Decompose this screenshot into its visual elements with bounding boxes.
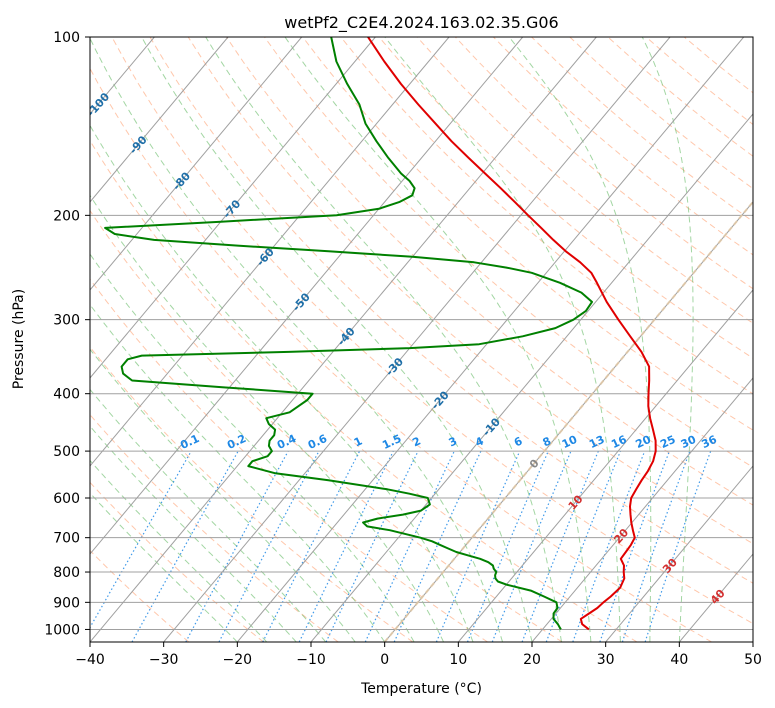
dry-adiabat-line <box>90 549 190 642</box>
mixing-ratio-label: 16 <box>609 433 629 451</box>
x-tick-label: −30 <box>149 652 179 668</box>
isotherm-line <box>236 37 745 642</box>
x-tick-label: 40 <box>670 652 688 668</box>
mixing-ratio-label: 25 <box>658 433 677 451</box>
y-tick-label: 900 <box>53 595 80 611</box>
x-tick-label: 10 <box>449 652 467 668</box>
dry-adiabat-line <box>149 37 753 584</box>
moist-adiabat-line <box>90 388 327 642</box>
dewpoint-profile-line <box>104 37 593 630</box>
moist-adiabat-line <box>641 37 694 642</box>
mixing-ratio-line <box>521 450 599 642</box>
x-axis-label: Temperature (°C) <box>360 681 482 697</box>
moist-adiabat-line <box>508 37 652 642</box>
y-tick-label: 100 <box>53 30 80 46</box>
dry-adiabat-line <box>90 139 638 642</box>
mixing-ratio-line <box>298 450 394 642</box>
mixing-ratio-label: 10 <box>560 433 580 451</box>
mixing-ratio-label: 20 <box>634 433 654 451</box>
mixing-ratio-line <box>185 450 289 642</box>
moist-adiabat-line <box>284 37 592 642</box>
x-tick-label: 50 <box>744 652 762 668</box>
y-tick-label: 200 <box>53 208 80 224</box>
isotherm-line <box>90 37 376 379</box>
isotherm-line <box>90 37 303 291</box>
mixing-ratio-line <box>599 450 670 642</box>
dry-adiabat-line <box>90 278 488 642</box>
moist-adiabat-line <box>384 37 621 642</box>
x-tick-label: 0 <box>380 652 389 668</box>
x-tick-label: −10 <box>296 652 326 668</box>
isotherm-line <box>163 37 671 642</box>
isotherm-line <box>90 37 229 203</box>
isotherm-line <box>531 377 753 642</box>
moist-adiabat-line <box>90 303 386 642</box>
isotherm-line <box>457 289 753 642</box>
isotherm-line <box>90 37 524 555</box>
dry-adiabat-line <box>90 346 414 642</box>
moist-adiabat-line <box>90 348 356 642</box>
zero-isotherm-line <box>383 200 753 642</box>
profile-lines <box>104 37 657 631</box>
mixing-ratio-line <box>262 450 361 642</box>
x-tick-label: 20 <box>523 652 541 668</box>
plot-background <box>90 37 753 642</box>
y-tick-label: 500 <box>53 444 80 460</box>
x-tick-label: −20 <box>223 652 253 668</box>
temperature-profile-line <box>367 37 657 631</box>
x-tick-label: 30 <box>597 652 615 668</box>
y-tick-label: 800 <box>53 565 80 581</box>
y-tick-label: 1000 <box>44 622 80 638</box>
mixing-ratio-label: 30 <box>679 433 699 451</box>
mixing-ratio-line <box>545 450 622 642</box>
isotherm-line <box>605 465 753 642</box>
moist-adiabat-line <box>90 124 474 642</box>
y-tick-label: 300 <box>53 313 80 329</box>
dry-adiabat-line <box>454 37 753 290</box>
x-tick-label: −40 <box>75 652 105 668</box>
y-tick-label: 600 <box>53 491 80 507</box>
dry-adiabat-line <box>225 37 753 506</box>
dry-adiabat-line <box>416 37 753 324</box>
dry-adiabat-line <box>111 37 753 625</box>
mixing-ratio-line <box>644 450 712 642</box>
chart-title: wetPf2_C2E4.2024.163.02.35.G06 <box>284 13 558 33</box>
isotherm-line <box>310 113 753 642</box>
mixing-ratio-line <box>621 450 691 642</box>
mixing-ratio-line <box>435 450 521 642</box>
y-axis-label: Pressure (hPa) <box>11 289 27 389</box>
isotherm-line <box>90 37 597 642</box>
isotherm-line <box>90 37 450 467</box>
moist-adiabat-line <box>90 37 503 642</box>
y-axis-ticks: 100 200 300 400 500 600 700 800 900 1000 <box>44 30 90 638</box>
background-lines <box>90 37 753 642</box>
dry-adiabat-line <box>90 67 712 642</box>
moist-adiabat-line <box>205 37 562 642</box>
x-axis-ticks: −40 −30 −20 −10 0 10 20 30 40 50 <box>75 642 762 668</box>
mixing-ratio-label: 13 <box>587 433 606 451</box>
y-tick-label: 400 <box>53 387 80 403</box>
mixing-ratio-line <box>466 450 549 642</box>
moist-adiabat-line <box>141 37 533 642</box>
mixing-ratio-label: 36 <box>700 433 720 451</box>
plot-frame <box>89 36 754 643</box>
y-tick-label: 700 <box>53 531 80 547</box>
dry-adiabat-line <box>378 37 753 359</box>
moist-adiabat-line <box>90 253 415 642</box>
